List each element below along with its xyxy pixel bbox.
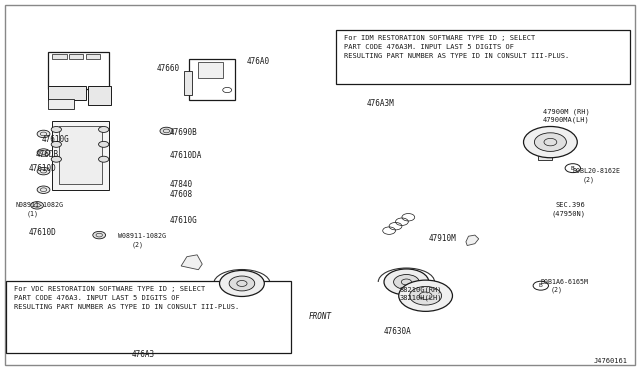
- Circle shape: [160, 127, 173, 135]
- FancyBboxPatch shape: [184, 71, 192, 95]
- Polygon shape: [251, 155, 320, 235]
- Circle shape: [384, 269, 429, 295]
- Circle shape: [229, 276, 255, 291]
- Text: 476A0: 476A0: [246, 57, 269, 66]
- Text: 47610D: 47610D: [29, 228, 56, 237]
- FancyBboxPatch shape: [538, 154, 552, 160]
- Text: 47608: 47608: [170, 190, 193, 199]
- FancyBboxPatch shape: [59, 126, 102, 184]
- Text: 476A3: 476A3: [131, 350, 154, 359]
- Text: 47910M: 47910M: [429, 234, 456, 243]
- Circle shape: [524, 126, 577, 158]
- FancyBboxPatch shape: [189, 59, 235, 100]
- Text: (2): (2): [550, 287, 563, 294]
- Text: B0B1A6-6165M: B0B1A6-6165M: [541, 279, 589, 285]
- Text: B0BL20-8162E: B0BL20-8162E: [573, 168, 621, 174]
- Text: 47630A: 47630A: [384, 327, 412, 336]
- Circle shape: [410, 286, 442, 305]
- Text: 47840: 47840: [170, 180, 193, 189]
- Text: N08911-1082G: N08911-1082G: [16, 202, 64, 208]
- Polygon shape: [181, 255, 202, 270]
- Circle shape: [37, 186, 50, 193]
- Circle shape: [220, 270, 264, 296]
- FancyBboxPatch shape: [52, 54, 67, 59]
- Circle shape: [51, 156, 61, 162]
- Circle shape: [93, 231, 106, 239]
- Circle shape: [37, 149, 50, 156]
- Text: 476A3M: 476A3M: [367, 99, 394, 108]
- Text: 47610G: 47610G: [42, 135, 69, 144]
- FancyBboxPatch shape: [48, 99, 74, 109]
- Circle shape: [31, 202, 44, 209]
- FancyBboxPatch shape: [69, 54, 83, 59]
- FancyBboxPatch shape: [48, 86, 86, 100]
- Text: For VDC RESTORATION SOFTWARE TYPE ID ; SELECT
PART CODE 476A3. INPUT LAST 5 DIGI: For VDC RESTORATION SOFTWARE TYPE ID ; S…: [14, 286, 239, 310]
- FancyBboxPatch shape: [5, 5, 635, 365]
- Text: (2): (2): [582, 176, 595, 183]
- FancyBboxPatch shape: [48, 52, 109, 89]
- Circle shape: [394, 275, 419, 289]
- Circle shape: [51, 141, 61, 147]
- Text: 38210G(RH): 38210G(RH): [400, 286, 442, 293]
- FancyBboxPatch shape: [336, 30, 630, 84]
- Circle shape: [399, 280, 452, 311]
- Circle shape: [51, 126, 61, 132]
- FancyBboxPatch shape: [198, 62, 223, 78]
- Text: 38210H(LH): 38210H(LH): [400, 294, 442, 301]
- Text: 47690B: 47690B: [170, 128, 197, 137]
- Polygon shape: [178, 142, 479, 307]
- Text: 47610D: 47610D: [29, 164, 56, 173]
- Circle shape: [99, 126, 109, 132]
- Text: 47610DA: 47610DA: [170, 151, 202, 160]
- Polygon shape: [466, 235, 479, 246]
- FancyBboxPatch shape: [88, 86, 111, 105]
- Polygon shape: [416, 147, 468, 187]
- Text: B: B: [539, 283, 543, 288]
- FancyBboxPatch shape: [86, 54, 100, 59]
- Text: J4760161: J4760161: [594, 358, 628, 364]
- Text: 47900M (RH): 47900M (RH): [543, 108, 589, 115]
- Circle shape: [37, 167, 50, 175]
- Circle shape: [37, 130, 50, 138]
- Circle shape: [99, 156, 109, 162]
- Text: 47610G: 47610G: [170, 216, 197, 225]
- Circle shape: [99, 141, 109, 147]
- Text: B: B: [571, 166, 575, 171]
- Text: For IDM RESTORATION SOFTWARE TYPE ID ; SELECT
PART CODE 476A3M. INPUT LAST 5 DIG: For IDM RESTORATION SOFTWARE TYPE ID ; S…: [344, 35, 569, 59]
- Text: W08911-1082G: W08911-1082G: [118, 233, 166, 239]
- Text: SEC.396: SEC.396: [556, 202, 585, 208]
- Text: FRONT: FRONT: [309, 312, 332, 321]
- Circle shape: [534, 133, 566, 151]
- Text: (47950N): (47950N): [552, 211, 586, 217]
- FancyBboxPatch shape: [52, 121, 109, 190]
- Text: 476DB: 476DB: [35, 150, 58, 159]
- Text: 47900MA(LH): 47900MA(LH): [543, 116, 589, 123]
- FancyBboxPatch shape: [6, 281, 291, 353]
- Text: 47660: 47660: [157, 64, 180, 73]
- Text: (2): (2): [131, 241, 143, 248]
- Text: (1): (1): [27, 211, 39, 217]
